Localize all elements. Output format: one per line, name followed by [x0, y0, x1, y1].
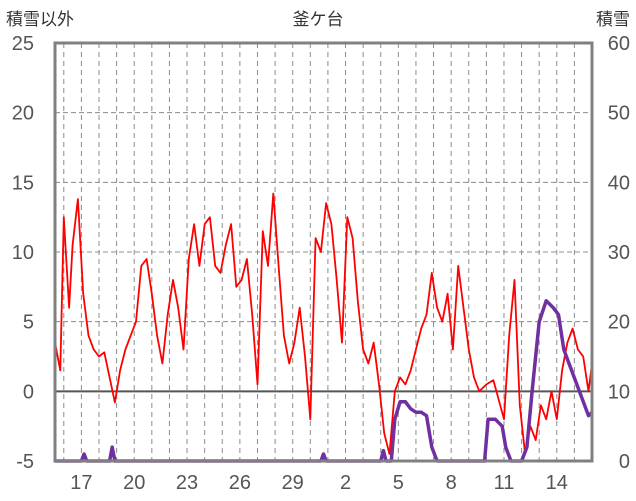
right-tick-label: 60: [608, 33, 630, 55]
x-tick-label: 2: [340, 472, 351, 494]
x-tick-label: 29: [282, 472, 304, 494]
right-tick-label: 30: [608, 242, 630, 264]
x-tick-label: 14: [546, 472, 568, 494]
right-tick-label: 20: [608, 312, 630, 334]
right-axis-title: 積雪: [596, 10, 630, 30]
right-tick-label: 40: [608, 172, 630, 194]
x-tick-label: 23: [176, 472, 198, 494]
left-tick-label: 10: [12, 242, 34, 264]
plot-frame: [53, 41, 594, 463]
non-snow-line: [54, 192, 593, 455]
x-tick-label: 20: [123, 472, 145, 494]
x-tick-label: 17: [70, 472, 92, 494]
right-tick-label: 10: [608, 381, 630, 403]
x-tick-label: 11: [494, 472, 515, 494]
right-tick-label: 50: [608, 103, 630, 125]
chart-title: 釜ケ台: [293, 10, 344, 30]
x-tick-label: 26: [229, 472, 251, 494]
left-tick-label: 0: [23, 381, 34, 403]
x-tick-label: 5: [393, 472, 404, 494]
x-tick-label: 8: [446, 472, 457, 494]
left-tick-label: 20: [12, 103, 34, 125]
right-tick-label: 0: [619, 451, 630, 473]
left-tick-label: 5: [23, 312, 34, 334]
left-tick-label: 15: [12, 172, 34, 194]
left-tick-label: 25: [12, 33, 34, 55]
left-axis-title: 積雪以外: [6, 10, 74, 30]
left-tick-label: -5: [16, 451, 34, 473]
